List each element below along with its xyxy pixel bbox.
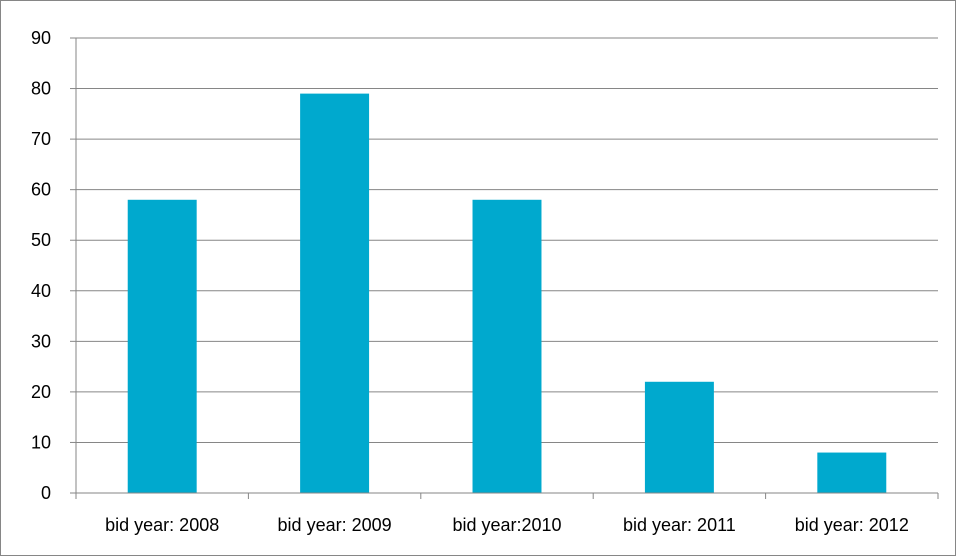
y-tick-label: 0 <box>41 483 51 503</box>
y-tick-label: 20 <box>31 382 51 402</box>
x-category-label: bid year:2010 <box>452 515 561 535</box>
axes <box>70 37 939 499</box>
y-tick-label: 90 <box>31 28 51 48</box>
y-tick-label: 60 <box>31 180 51 200</box>
y-tick-label: 70 <box>31 129 51 149</box>
x-category-label: bid year: 2008 <box>105 515 219 535</box>
x-category-label: bid year: 2009 <box>278 515 392 535</box>
bar-3 <box>644 381 714 493</box>
y-tick-label: 10 <box>31 432 51 452</box>
bars <box>127 93 887 493</box>
x-category-label: bid year: 2012 <box>795 515 909 535</box>
bar-2 <box>472 199 542 493</box>
bar-0 <box>127 199 197 493</box>
bar-1 <box>300 93 370 493</box>
y-tick-label: 30 <box>31 331 51 351</box>
y-tick-label: 50 <box>31 230 51 250</box>
bar-4 <box>817 452 887 493</box>
y-tick-label: 40 <box>31 281 51 301</box>
x-category-label: bid year: 2011 <box>623 515 736 535</box>
y-tick-label: 80 <box>31 79 51 99</box>
labels: 0 10 20 30 40 50 60 70 80 90 bid year: 2008 bid yea… <box>31 28 909 535</box>
